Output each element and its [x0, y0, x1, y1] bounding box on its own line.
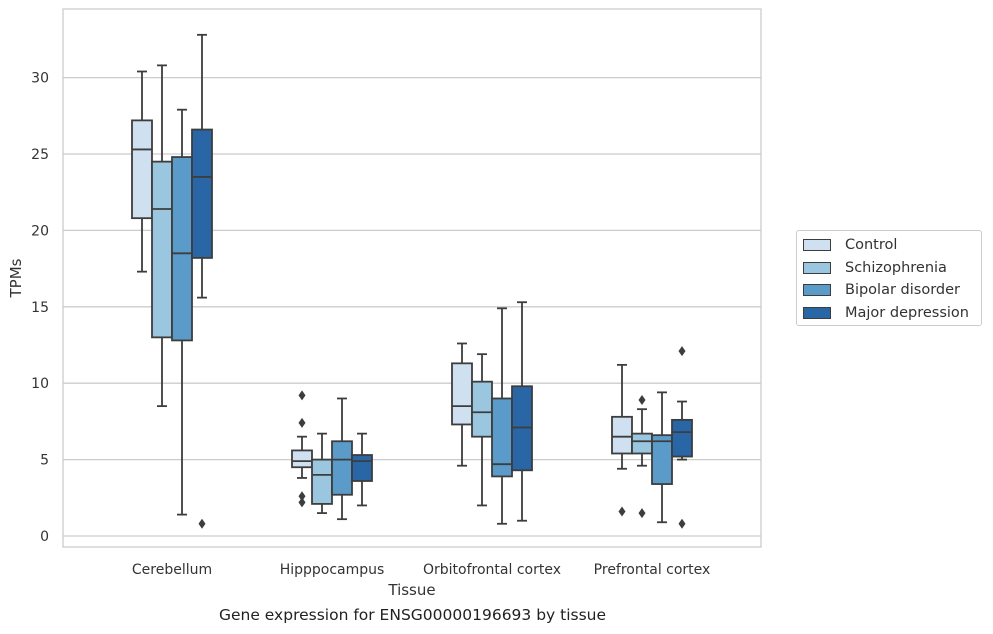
outlier-point [298, 491, 306, 502]
box-control [611, 363, 633, 517]
y-tick-label: 25 [31, 147, 49, 163]
x-axis-label: Tissue [387, 581, 435, 599]
box-iqr [151, 160, 173, 339]
outlier-point [198, 518, 206, 529]
y-tick-label: 10 [31, 376, 49, 392]
x-tick-label: Hipppocampus [280, 562, 385, 578]
outlier-point [638, 395, 646, 406]
outlier-point [298, 417, 306, 428]
y-tick-label: 30 [31, 71, 49, 87]
x-tick-label: Prefrontal cortex [594, 562, 711, 578]
box-iqr [311, 458, 333, 505]
box-control [131, 70, 153, 273]
box-plot-marks [131, 33, 693, 529]
legend-item: Control [803, 235, 897, 255]
figure-caption: Gene expression for ENSG00000196693 by t… [218, 606, 607, 624]
legend-item: Schizophrenia [803, 258, 947, 278]
box-control [291, 390, 313, 508]
box-control [451, 342, 473, 467]
box-bipolar-disorder [171, 108, 193, 516]
legend-label: Schizophrenia [845, 259, 947, 276]
box-iqr [131, 119, 153, 220]
outlier-point [678, 518, 686, 529]
legend-swatch [803, 284, 831, 296]
legend-label: Control [845, 237, 898, 253]
box-schizophrenia [151, 64, 173, 408]
legend: Control Schizophrenia Bipolar disorder Majo… [796, 230, 982, 326]
y-tick-label: 0 [40, 529, 49, 545]
legend-swatch [803, 239, 831, 251]
box-schizophrenia [311, 432, 333, 514]
box-schizophrenia [471, 353, 493, 507]
box-iqr [191, 128, 213, 259]
box-major-depression [351, 432, 373, 507]
box-iqr [611, 415, 633, 455]
box-bipolar-disorder [331, 397, 353, 521]
box-schizophrenia [631, 395, 653, 519]
legend-swatch [803, 306, 831, 319]
outlier-point [678, 346, 686, 357]
box-bipolar-disorder [491, 307, 513, 525]
box-iqr [351, 454, 373, 482]
box-iqr [331, 440, 353, 496]
x-tick-label: Orbitofrontal cortex [423, 562, 561, 578]
y-axis-label: TPMs [7, 258, 25, 298]
box-iqr [451, 362, 473, 426]
box-iqr [291, 449, 313, 469]
box-iqr [671, 418, 693, 458]
y-tick-labels: 0 5 10 15 20 25 30 [31, 71, 49, 545]
legend-item: Major depression [803, 303, 969, 323]
box-iqr [171, 156, 193, 342]
box-major-depression [511, 301, 533, 522]
x-tick-labels: Cerebellum Hipppocampus Orbitofrontal cort… [132, 562, 710, 578]
box-iqr [471, 380, 493, 438]
box-iqr [631, 432, 653, 455]
box-major-depression [191, 33, 213, 529]
box-iqr [651, 434, 673, 485]
y-tick-label: 20 [31, 223, 49, 239]
legend-label: Bipolar disorder [845, 282, 960, 298]
y-tick-label: 5 [40, 453, 49, 469]
outlier-point [298, 497, 306, 508]
box-major-depression [671, 346, 693, 529]
plot-frame [62, 8, 762, 548]
outlier-point [298, 390, 306, 401]
box-bipolar-disorder [651, 391, 673, 524]
outlier-point [638, 508, 646, 519]
legend-item: Bipolar disorder [803, 280, 960, 300]
y-tick-label: 15 [31, 300, 49, 316]
x-tick-label: Cerebellum [132, 562, 212, 578]
legend-label: Major depression [845, 304, 969, 321]
outlier-point [618, 506, 626, 517]
legend-swatch [803, 261, 831, 274]
